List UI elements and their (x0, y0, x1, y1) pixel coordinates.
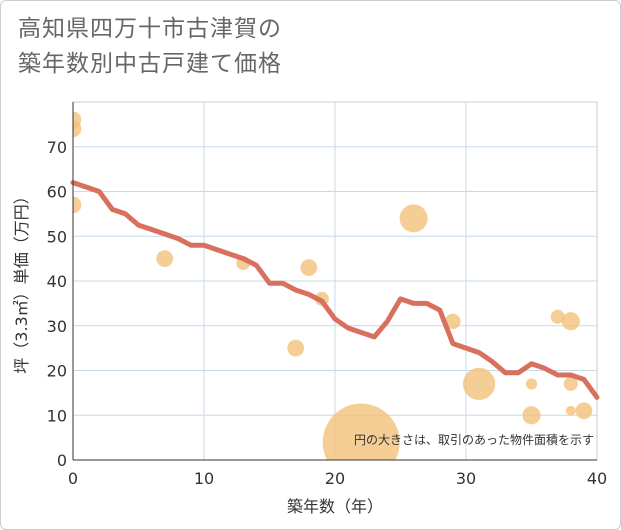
y-tick-label: 0 (57, 451, 67, 470)
y-tick-label: 70 (47, 138, 67, 157)
x-tick-label: 40 (587, 469, 607, 488)
bubble-point (463, 367, 496, 401)
axes (72, 102, 597, 461)
bubble-point (73, 120, 82, 138)
x-tick-label: 30 (456, 469, 476, 488)
bubble-point (73, 196, 82, 214)
average-line-series (70, 180, 600, 400)
chart-title-line1: 高知県四万十市古津賀の (18, 16, 282, 42)
y-tick-label: 60 (47, 183, 67, 202)
bubble-point (550, 309, 565, 324)
y-tick-label: 10 (47, 406, 67, 425)
x-tick-label: 10 (194, 469, 214, 488)
x-tick-label: 20 (325, 469, 345, 488)
bubble-point (445, 313, 461, 329)
y-axis-label: 坪（3.3㎡）単価（万円） (12, 188, 31, 373)
bubble-size-note: 円の大きさは、取引のあった物件面積を示す (354, 432, 594, 447)
grid (73, 101, 598, 460)
chart-title: 高知県四万十市古津賀の 築年数別中古戸建て価格 (18, 12, 282, 82)
y-tick-label: 40 (47, 272, 67, 291)
bubble-series (73, 111, 593, 460)
bubble-point (399, 204, 428, 233)
y-tick-label: 50 (47, 227, 67, 246)
bubble-point (565, 405, 576, 416)
x-axis-label: 築年数（年） (287, 497, 383, 516)
bubble-point (575, 402, 593, 420)
y-tick-label: 30 (47, 317, 67, 336)
bubble-point (563, 376, 578, 391)
bubble-point (156, 250, 174, 268)
bubble-point (525, 378, 538, 390)
bubble-point (522, 406, 541, 425)
bubble-point (287, 339, 305, 357)
average-price-line (70, 180, 600, 400)
y-tick-label: 20 (47, 362, 67, 381)
bubble-point (300, 259, 318, 276)
tick-labels: 0 10 20 30 40 0 10 20 30 40 50 60 70 (47, 138, 608, 488)
chart-title-line2: 築年数別中古戸建て価格 (18, 51, 282, 77)
bubble-point (322, 403, 400, 460)
bubble-point (561, 312, 580, 331)
x-tick-label: 0 (68, 469, 78, 488)
